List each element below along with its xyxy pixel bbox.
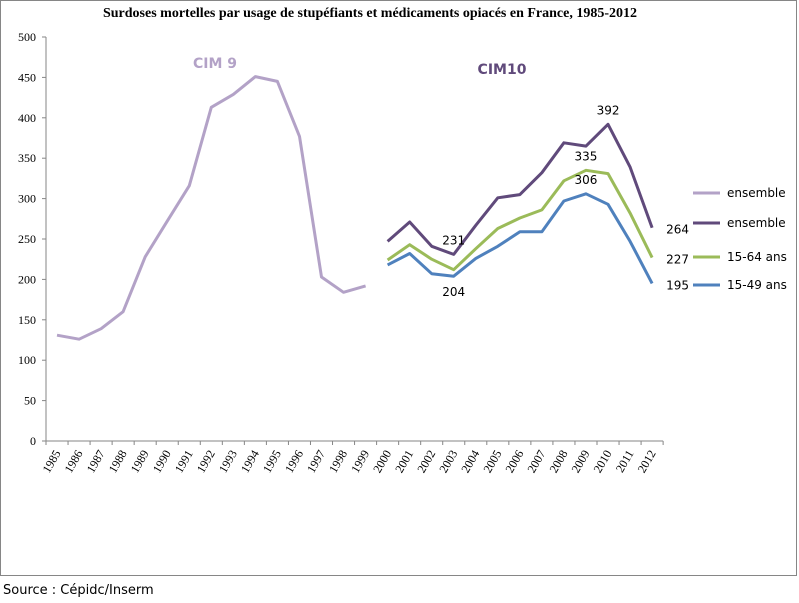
data-label: 231 — [442, 233, 465, 247]
series-line — [386, 192, 654, 285]
legend-label: ensemble — [727, 186, 786, 200]
data-label: 204 — [442, 285, 465, 299]
legend-label: 15-64 ans — [727, 250, 787, 264]
y-tick-label: 300 — [18, 192, 36, 206]
data-label: 392 — [597, 103, 620, 117]
data-label: 306 — [575, 173, 598, 187]
y-tick-label: 350 — [18, 151, 36, 165]
series-line — [386, 122, 654, 256]
y-tick-label: 450 — [18, 70, 36, 84]
y-tick-label: 400 — [18, 111, 36, 125]
source: Source : Cépidc/Inserm — [3, 583, 154, 598]
y-tick-label: 150 — [18, 313, 36, 327]
y-tick-label: 0 — [30, 434, 36, 448]
series-line — [56, 75, 367, 341]
y-tick-label: 500 — [18, 30, 36, 44]
y-tick-label: 100 — [18, 353, 36, 367]
data-label: 335 — [575, 149, 598, 163]
data-label: 227 — [666, 253, 689, 267]
data-label: 195 — [666, 278, 689, 292]
series-line — [386, 168, 654, 272]
chart-title: Surdoses mortelles par usage de stupéfia… — [103, 6, 637, 21]
y-tick-label: 50 — [24, 394, 36, 408]
y-tick-label: 250 — [18, 232, 36, 246]
annotation: CIM 9 — [193, 56, 237, 72]
legend-label: 15-49 ans — [727, 278, 787, 292]
data-label: 264 — [666, 223, 689, 237]
legend-label: ensemble — [727, 216, 786, 230]
y-tick-label: 200 — [18, 272, 36, 286]
annotation: CIM10 — [478, 62, 527, 78]
